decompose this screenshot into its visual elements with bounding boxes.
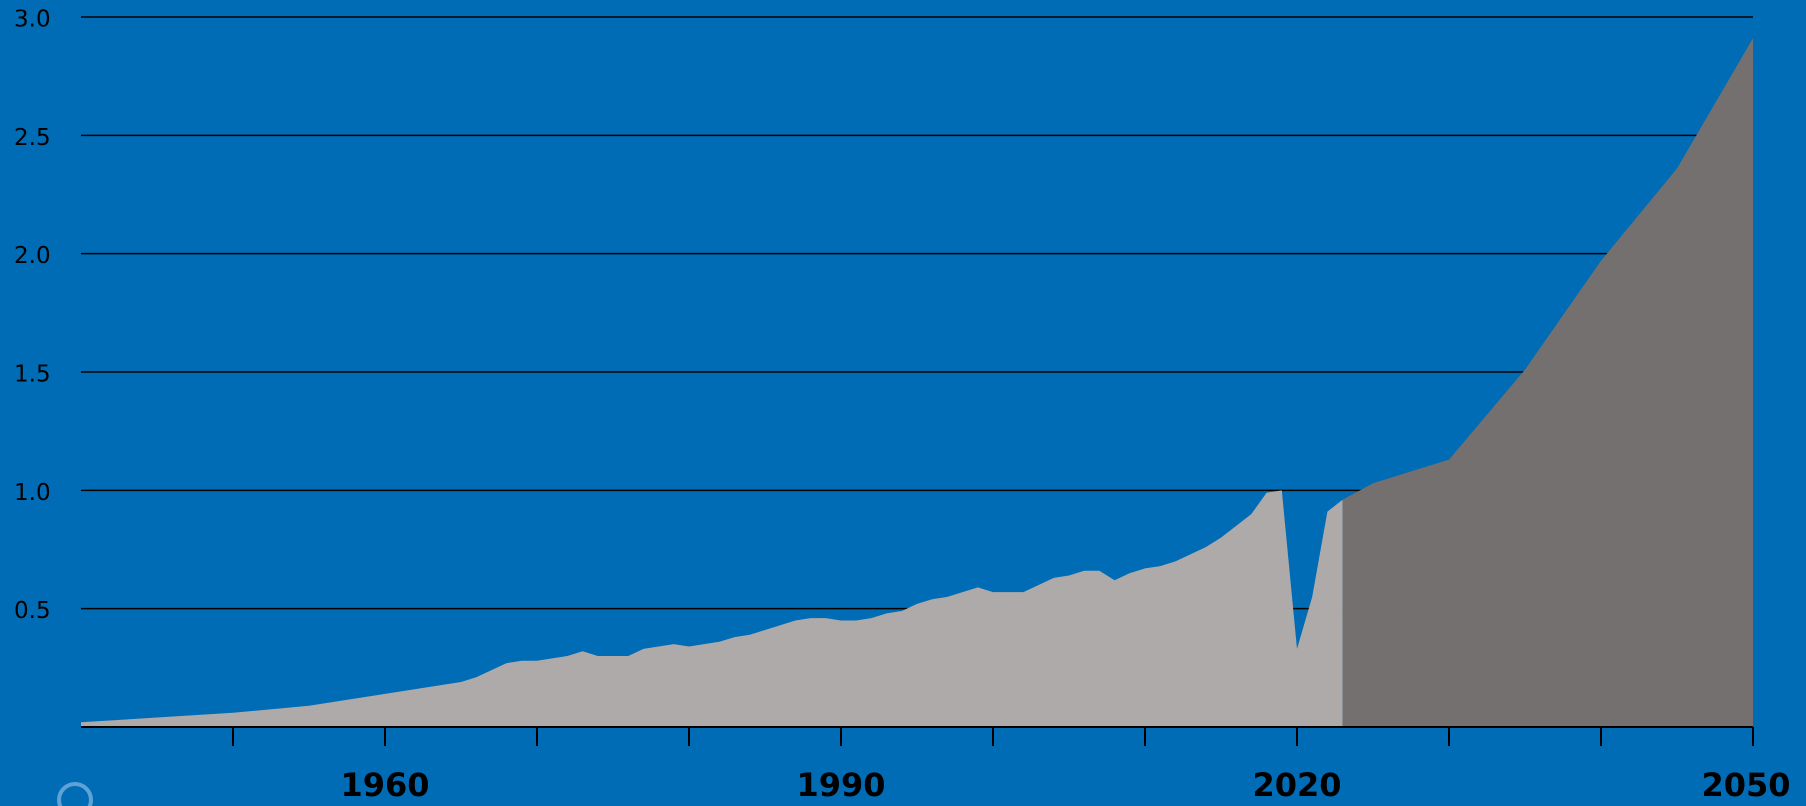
y-tick-label: 3.0 [14, 7, 51, 33]
x-tick-label: 1990 [796, 766, 885, 804]
x-tick-label: 2050 [1701, 766, 1790, 804]
corner-icon [57, 782, 93, 806]
y-tick-label: 2.5 [14, 125, 51, 151]
y-tick-label: 2.0 [14, 243, 51, 269]
x-tick-label: 2020 [1252, 766, 1341, 804]
x-tick-label: 1960 [340, 766, 429, 804]
y-tick-label: 1.5 [14, 362, 51, 388]
y-tick-label: 0.5 [14, 598, 51, 624]
area [1342, 38, 1753, 728]
area [81, 490, 1343, 727]
y-tick-label: 1.0 [14, 480, 51, 506]
